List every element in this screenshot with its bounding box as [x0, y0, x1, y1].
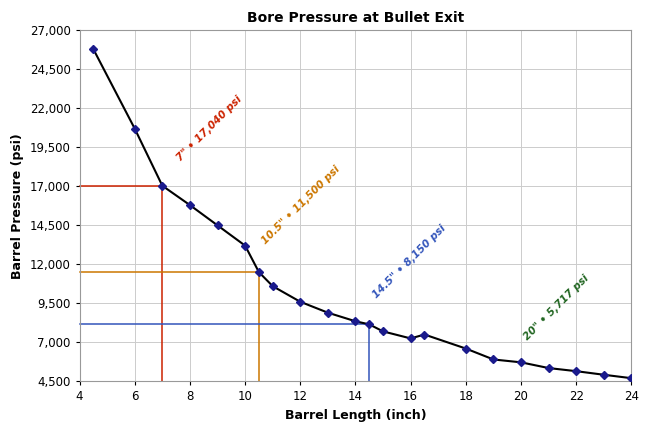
Text: 10.5" • 11,500 psi: 10.5" • 11,500 psi: [260, 164, 342, 246]
Text: 20" • 5,717 psi: 20" • 5,717 psi: [522, 274, 591, 343]
Text: 14.5" • 8,150 psi: 14.5" • 8,150 psi: [370, 223, 447, 300]
Y-axis label: Barrel Pressure (psi): Barrel Pressure (psi): [11, 133, 24, 279]
X-axis label: Barrel Length (inch): Barrel Length (inch): [285, 409, 426, 422]
Title: Bore Pressure at Bullet Exit: Bore Pressure at Bullet Exit: [247, 11, 464, 25]
Text: 7" • 17,040 psi: 7" • 17,040 psi: [175, 94, 244, 163]
